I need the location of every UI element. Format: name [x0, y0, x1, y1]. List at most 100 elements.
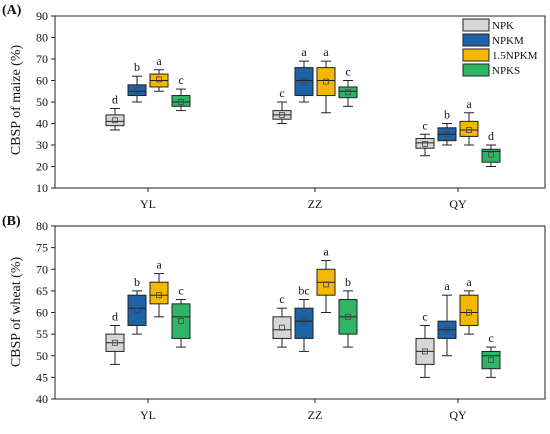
mean-marker [279, 112, 285, 118]
y-tick-label: 60 [36, 306, 48, 320]
significance-letter: a [301, 45, 307, 59]
box [481, 350, 501, 370]
mean-marker [444, 326, 450, 333]
mean-marker [345, 89, 351, 96]
x-tick-label: QY [449, 408, 467, 422]
y-tick-label: 70 [36, 262, 48, 276]
mean-marker [422, 141, 428, 147]
mean-marker [301, 78, 307, 85]
mean-marker [301, 318, 307, 325]
y-tick-label: 50 [36, 349, 48, 363]
significance-letter: d [112, 309, 118, 323]
y-tick-label: 75 [36, 241, 48, 255]
panel-label: (B) [2, 214, 21, 229]
y-tick-label: 30 [36, 138, 48, 152]
x-tick-label: ZZ [308, 408, 323, 422]
x-tick-label: YL [140, 197, 156, 211]
y-tick-label: 70 [36, 52, 48, 66]
y-tick-label: 20 [36, 160, 48, 174]
significance-letter: c [422, 118, 427, 132]
significance-letter: b [444, 108, 450, 122]
legend-item-npks: NPKS [462, 63, 520, 77]
mean-marker [444, 131, 450, 138]
mean-marker [488, 151, 494, 158]
box [171, 95, 191, 107]
mean-marker [112, 339, 118, 346]
significance-letter: a [466, 275, 472, 289]
mean-marker [178, 99, 184, 105]
legend-item-1-5npkm: 1.5NPKM [462, 48, 538, 62]
significance-letter: d [488, 129, 494, 143]
significance-letter: c [279, 292, 284, 306]
y-axis-title: CBSP of maize (%) [9, 45, 24, 156]
mean-marker [488, 357, 494, 363]
y-tick-label: 45 [36, 370, 48, 384]
y-tick-label: 80 [36, 219, 48, 233]
legend: NPK NPKM 1.5NPKM NPKS [462, 18, 538, 77]
significance-letter: a [156, 258, 162, 272]
significance-letter: c [178, 73, 183, 87]
panel-label: (A) [2, 3, 22, 18]
y-tick-label: 80 [36, 31, 48, 45]
legend-swatch [462, 33, 490, 47]
x-tick-label: YL [140, 408, 156, 422]
box [338, 86, 358, 99]
mean-marker [134, 307, 140, 314]
mean-marker [345, 313, 351, 320]
plot-area: 10 20 30 40 50 60 70 80 90 YL ZZ QY d c c b a b a a a c c d [36, 9, 501, 211]
y-tick-label: 60 [36, 74, 48, 88]
significance-letter: b [134, 60, 140, 74]
legend-label: NPKS [492, 65, 520, 77]
mean-marker [156, 292, 162, 299]
significance-letter: a [466, 97, 472, 111]
significance-letter: b [345, 275, 351, 289]
legend-swatch [462, 18, 490, 32]
y-tick-label: 40 [36, 117, 48, 131]
significance-letter: a [156, 54, 162, 68]
significance-letter: c [488, 331, 493, 345]
box [105, 114, 125, 127]
box [316, 67, 336, 97]
legend-label: 1.5NPKM [492, 50, 538, 62]
significance-letter: c [422, 309, 427, 323]
significance-letter: bc [298, 284, 309, 298]
y-tick-label: 90 [36, 9, 48, 23]
legend-label: NPK [492, 20, 514, 32]
mean-marker [323, 281, 329, 288]
mean-marker [112, 117, 118, 124]
mean-marker [134, 87, 140, 94]
significance-letter: b [134, 275, 140, 289]
legend-swatch [462, 63, 490, 77]
significance-letter: d [112, 92, 118, 106]
y-tick-label: 40 [36, 392, 48, 406]
panel-wheat: (B) CBSP of wheat (%) 40 45 50 55 60 65 70 75 80… [2, 214, 546, 422]
mean-marker [466, 309, 472, 316]
mean-marker [279, 324, 285, 331]
significance-letter: a [323, 45, 329, 59]
y-tick-label: 65 [36, 284, 48, 298]
panel-maize: (A) CBSP of maize (%) 10 20 30 40 50 60 70 80 90… [2, 3, 546, 211]
mean-marker [323, 78, 329, 85]
legend-label: NPKM [492, 35, 524, 47]
x-tick-label: QY [449, 197, 467, 211]
mean-marker [422, 348, 428, 355]
legend-item-npkm: NPKM [462, 33, 524, 47]
y-axis-title: CBSP of wheat (%) [9, 257, 24, 368]
mean-marker [178, 318, 184, 325]
mean-marker [156, 76, 162, 83]
legend-item-npk: NPK [462, 18, 514, 32]
legend-swatch [462, 48, 490, 62]
y-tick-label: 50 [36, 95, 48, 109]
mean-marker [466, 127, 472, 133]
box [171, 303, 191, 339]
box [127, 84, 147, 97]
box [481, 148, 501, 163]
significance-letter: a [323, 245, 329, 259]
box [272, 316, 292, 339]
significance-letter: c [178, 284, 183, 298]
significance-letter: c [279, 86, 284, 100]
box [415, 138, 435, 149]
box [294, 67, 314, 97]
